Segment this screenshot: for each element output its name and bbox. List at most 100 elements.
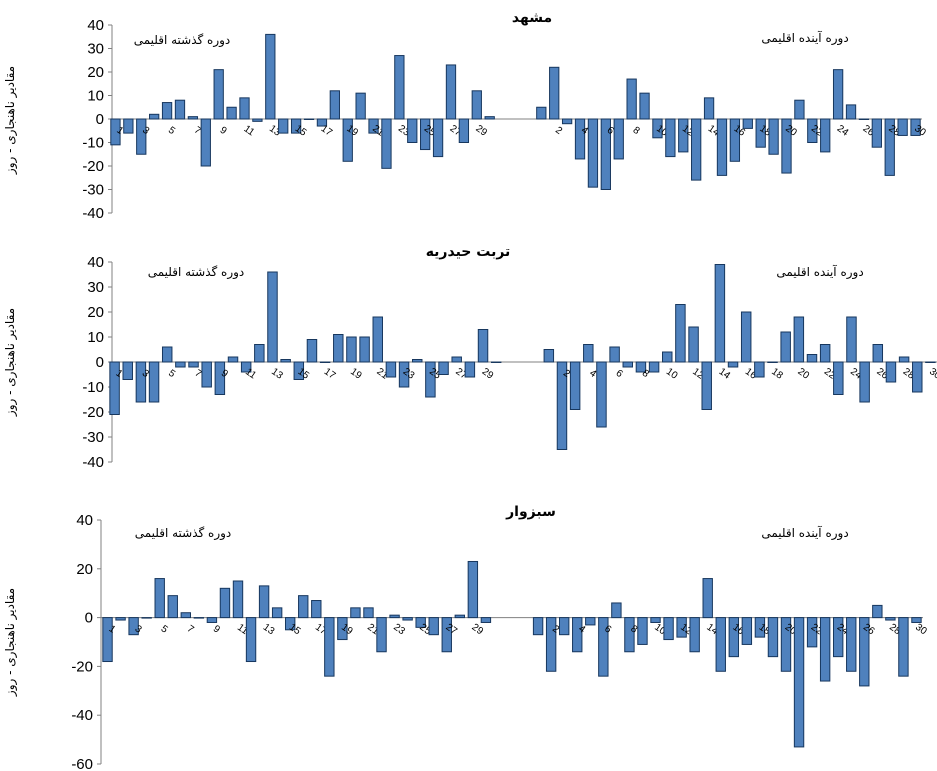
bar [729,118,741,162]
series-past: 1 3 5 7 9 11 13 15 17 19 21 23 25 27 29 [102,560,492,677]
y-tick-label: 0 [96,354,104,371]
x-tick-label: 6 [614,368,625,380]
annotation-future-period: دوره آینده اقلیمی [761,525,848,541]
bar [728,617,740,658]
bar [740,311,752,363]
bar [897,118,908,136]
bar [428,617,439,636]
annotation-past-period: دوره گذشته اقلیمی [148,265,245,280]
bar [402,617,413,621]
y-axis-label: مقادیر ناهنجاری - روز [3,588,18,697]
bar [484,116,495,120]
bar [574,118,586,160]
bar [451,356,462,363]
bar [161,346,173,363]
x-tick-label: 29 [470,622,486,638]
y-tick-label: 40 [76,512,93,529]
bar [742,118,753,129]
bar [109,361,120,415]
bar [884,118,895,176]
x-tick-label: 1 [107,623,118,635]
bar [363,607,374,619]
bar [342,118,353,162]
bar [626,78,637,120]
bar [561,118,573,125]
bar [596,361,607,428]
bar [794,99,805,120]
x-tick-label: 6 [602,623,613,635]
y-tick-label: 20 [76,561,93,578]
bar [715,617,726,672]
bar [175,361,186,368]
bar [556,361,568,450]
y-tick-label: -20 [82,158,104,175]
bar [267,271,278,363]
x-tick-label: 4 [587,368,598,380]
bar [569,361,581,410]
x-tick-label: 4 [576,623,587,635]
bar [135,361,147,403]
series-future: 2 4 6 8 10 12 14 16 18 20 22 24 26 28 30 [543,264,937,450]
x-tick-label: 1 [114,125,125,137]
bar [346,336,357,363]
bar [663,617,674,641]
bar [420,118,431,151]
x-tick-label: 3 [140,368,151,380]
x-tick-label: 23 [391,622,407,638]
bar [490,361,502,363]
x-tick-label: 24 [835,123,851,139]
bar [329,90,340,120]
x-tick-label: 18 [769,366,785,382]
x-tick-label: 9 [211,623,222,635]
x-tick-label: 9 [218,125,229,137]
bar [872,604,883,619]
y-tick-label: -40 [82,454,104,471]
x-tick-label: 30 [913,622,929,638]
y-tick-label: 20 [87,304,104,321]
bar [306,339,318,363]
x-tick-label: 6 [605,125,616,137]
series-future: 2 4 6 8 10 12 14 16 18 20 22 24 26 28 30 [536,66,928,190]
bar [415,617,426,628]
y-tick-label: 0 [96,111,104,128]
series-past: 1 3 5 7 9 11 13 15 17 19 21 23 25 27 29 [110,33,495,169]
bar [714,264,726,363]
bar [767,617,779,658]
x-tick-label: 5 [166,368,177,380]
bar [303,118,315,120]
bar [846,617,857,672]
bar [859,361,870,403]
bar [676,617,687,638]
bar [141,617,152,619]
bar [609,346,620,363]
x-tick-label: 7 [193,368,204,380]
bar [174,99,186,120]
y-tick-label: -30 [82,182,104,199]
bar [227,356,239,363]
bar [650,617,661,623]
y-tick-label: 40 [87,17,104,34]
bar [376,617,387,653]
bar [583,344,594,363]
bar [689,617,700,653]
bar [819,344,831,363]
bar [319,361,331,363]
x-tick-label: 11 [242,123,257,138]
bar [806,617,818,648]
y-tick-label: -10 [82,379,104,396]
x-tick-label: 10 [664,366,680,382]
y-tick-label: 40 [87,254,104,271]
y-tick-label: -20 [82,404,104,421]
bar [123,118,134,134]
bar [846,316,857,363]
bar [637,617,648,645]
bar [201,361,212,388]
bar [833,361,844,395]
bar [806,354,818,363]
bar [662,351,673,363]
chart-title: سبزوار [505,504,556,520]
bar [385,361,397,378]
bar [359,336,370,363]
y-axis-label: مقادیر ناهنجاری - روز [3,308,18,417]
bar [471,90,482,120]
